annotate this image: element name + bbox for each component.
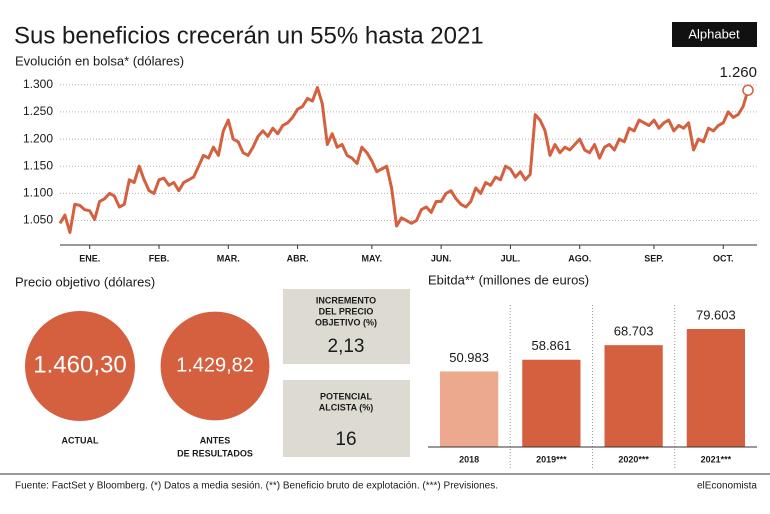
bar [440,371,499,447]
badge-box [672,22,757,47]
stat-label: DEL PRECIO [319,306,374,316]
bar-value: 79.603 [696,307,736,322]
bubble-label: ACTUAL [62,435,99,445]
bar-value: 50.983 [449,350,489,365]
x-tick-label: 2019*** [536,454,567,464]
x-tick-label: AGO. [568,253,591,263]
stat-label: OBJETIVO (%) [315,317,377,327]
x-tick-label: SEP. [644,253,663,263]
bar [522,359,581,447]
stat-value: 16 [335,429,356,450]
y-tick-label: 1.100 [23,186,53,200]
badge: Alphabet [688,26,740,41]
bubble-value: 1.429,82 [176,354,254,376]
x-tick-label: ABR. [287,253,309,263]
bar-value: 58.861 [531,338,571,353]
annotation: 1.260 [719,64,757,81]
x-tick-label: JUN. [431,253,452,263]
footer-source: Fuente: FactSet y Bloomberg. (*) Datos a… [15,481,498,492]
stat-label: ALCISTA (%) [319,402,374,412]
stat-label: INCREMENTO [316,295,376,305]
x-tick-label: 2021*** [701,454,732,464]
y-tick-label: 1.200 [23,131,53,145]
footer-brand: elEconomista [697,481,757,492]
x-tick-label: MAR. [217,253,240,263]
x-tick-label: FEB. [149,253,170,263]
stat-value: 2,13 [328,336,365,357]
bubble [25,311,135,421]
x-tick-label: 2018 [459,454,479,464]
price-line [58,86,750,234]
stat-box [283,380,410,457]
y-tick-label: 1.300 [23,77,53,91]
bubble-value: 1.460,30 [33,351,126,378]
x-tick-label: 2020*** [618,454,649,464]
line-chart-title: Evolución en bolsa* (dólares) [15,53,184,68]
bar-chart-title: Ebitda** (millones de euros) [428,272,589,287]
x-tick-label: OCT. [713,253,734,263]
x-tick-label: JUL. [501,253,521,263]
stat-box [283,289,410,364]
bar [604,345,663,447]
bar-value: 68.703 [614,324,654,339]
bubble-label: ANTES [200,435,231,445]
bubble-label: DE RESULTADOS [177,448,253,458]
bubble [160,311,270,421]
x-tick-label: ENE. [79,253,100,263]
y-tick-label: 1.050 [23,213,53,227]
title: Sus beneficios crecerán un 55% hasta 202… [14,22,484,49]
stat-label: POTENCIAL [320,391,373,401]
bubble-chart-title: Precio objetivo (dólares) [15,274,155,289]
y-tick-label: 1.250 [23,104,53,118]
x-tick-label: MAY. [361,253,382,263]
bar [686,329,745,447]
last-point [742,84,754,96]
y-tick-label: 1.150 [23,158,53,172]
